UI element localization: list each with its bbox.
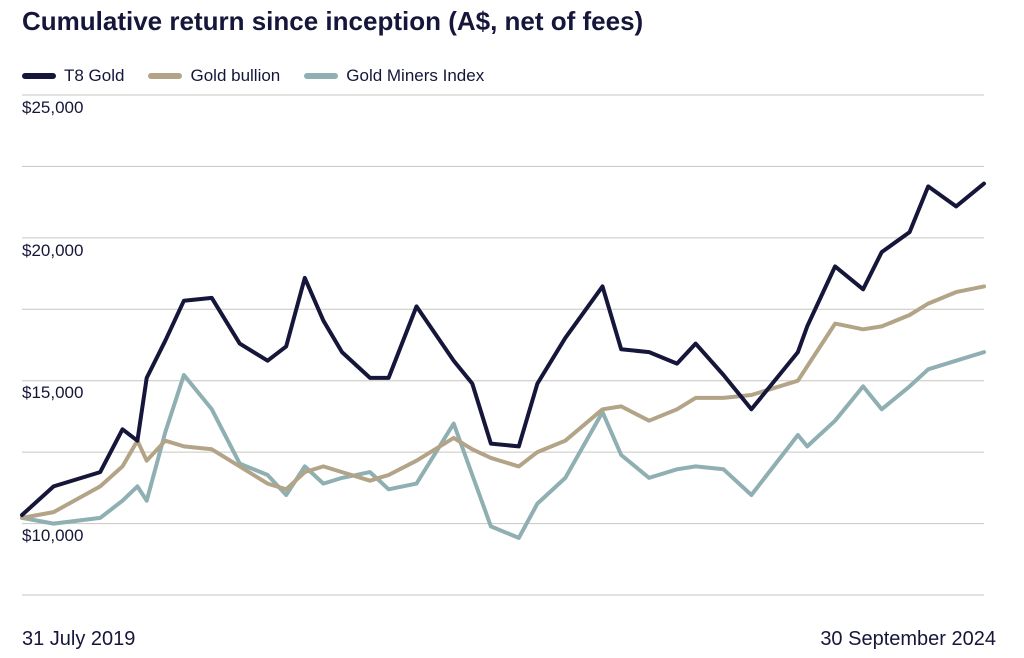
series-line-t8-gold [20, 181, 986, 517]
legend-label-gold-miners-index: Gold Miners Index [346, 66, 485, 85]
legend-item-t8-gold: T8 Gold [22, 66, 124, 86]
series-line-gold-bullion [20, 284, 986, 520]
legend-item-gold-miners-index: Gold Miners Index [304, 66, 484, 86]
y-tick-label: $15,000 [22, 383, 84, 402]
x-start-label: 31 July 2019 [22, 628, 136, 650]
legend-label-t8-gold: T8 Gold [64, 66, 125, 85]
legend-swatch-gold-miners-index [304, 73, 339, 79]
x-end-label: 30 September 2024 [820, 628, 996, 650]
y-tick-label: $10,000 [22, 526, 84, 545]
series-line-gold-miners-index [20, 350, 986, 540]
y-tick-label: $20,000 [22, 241, 84, 260]
legend-swatch-gold-bullion [148, 73, 183, 79]
legend-label-gold-bullion: Gold bullion [190, 66, 281, 85]
y-tick-label: $25,000 [22, 98, 84, 117]
legend: T8 Gold Gold bullion Gold Miners Index [22, 66, 508, 86]
legend-swatch-t8-gold [22, 73, 56, 79]
legend-item-gold-bullion: Gold bullion [148, 66, 280, 86]
chart-title: Cumulative return since inception (A$, n… [22, 6, 644, 36]
